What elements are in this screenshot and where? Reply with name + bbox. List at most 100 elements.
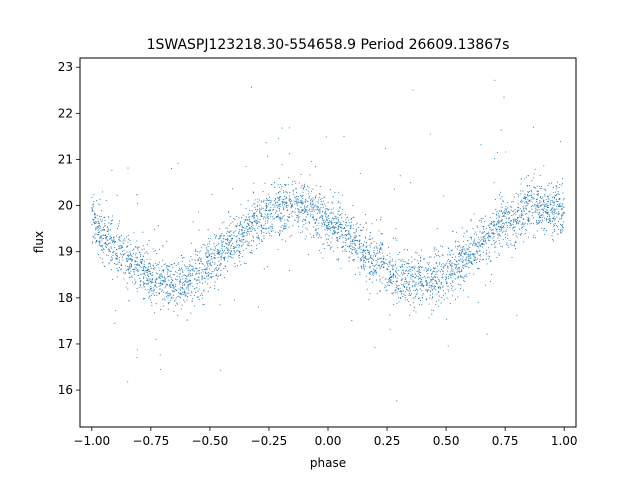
data-point bbox=[256, 237, 259, 239]
data-point bbox=[214, 258, 216, 260]
data-point bbox=[490, 222, 493, 225]
data-point bbox=[438, 278, 440, 280]
data-point bbox=[248, 241, 250, 243]
data-point bbox=[308, 221, 310, 223]
data-point bbox=[418, 269, 421, 271]
data-point bbox=[139, 266, 141, 268]
data-point bbox=[110, 246, 112, 248]
data-point bbox=[404, 296, 406, 299]
data-point bbox=[544, 205, 546, 207]
data-point bbox=[295, 182, 297, 184]
data-point bbox=[475, 261, 478, 263]
data-point bbox=[228, 255, 230, 257]
data-point bbox=[447, 254, 449, 256]
data-point bbox=[351, 241, 353, 243]
data-point bbox=[499, 210, 501, 212]
data-point bbox=[389, 314, 391, 316]
data-point bbox=[156, 273, 158, 275]
data-point bbox=[101, 191, 104, 193]
data-point bbox=[543, 204, 545, 206]
data-point bbox=[228, 243, 230, 245]
data-point bbox=[127, 238, 130, 240]
data-point bbox=[309, 199, 312, 201]
data-point bbox=[556, 205, 558, 208]
data-point bbox=[190, 294, 192, 296]
data-point bbox=[458, 268, 460, 270]
data-point bbox=[439, 271, 441, 273]
data-point bbox=[303, 218, 305, 220]
data-point bbox=[477, 236, 479, 238]
data-point bbox=[254, 229, 256, 231]
data-point bbox=[139, 252, 141, 254]
data-point bbox=[242, 243, 244, 245]
data-point bbox=[168, 293, 170, 295]
data-point bbox=[196, 272, 198, 274]
data-point bbox=[188, 292, 190, 294]
data-point bbox=[466, 265, 468, 267]
data-point bbox=[129, 254, 131, 256]
data-point bbox=[101, 238, 103, 240]
data-point bbox=[261, 226, 263, 228]
data-point bbox=[254, 221, 256, 223]
data-point bbox=[149, 263, 152, 265]
data-point bbox=[118, 239, 120, 241]
data-point bbox=[298, 199, 300, 201]
data-point bbox=[477, 226, 479, 228]
data-point bbox=[557, 211, 560, 213]
data-point bbox=[94, 212, 96, 214]
data-point bbox=[456, 248, 458, 250]
data-point bbox=[382, 258, 385, 260]
data-point bbox=[257, 306, 260, 308]
data-point bbox=[159, 288, 161, 290]
data-point bbox=[328, 235, 330, 237]
data-point bbox=[267, 218, 269, 220]
data-point bbox=[136, 194, 138, 196]
data-point bbox=[354, 235, 356, 237]
data-point bbox=[433, 248, 435, 250]
data-point bbox=[248, 233, 251, 235]
data-point bbox=[375, 263, 377, 265]
data-point bbox=[208, 274, 210, 276]
data-point bbox=[289, 203, 292, 205]
data-point bbox=[233, 218, 235, 220]
data-point bbox=[388, 278, 390, 280]
data-point bbox=[244, 232, 246, 234]
data-point bbox=[221, 253, 223, 255]
data-point bbox=[367, 259, 369, 261]
data-point bbox=[207, 271, 209, 273]
data-point bbox=[370, 271, 372, 273]
data-point bbox=[352, 216, 354, 218]
data-point bbox=[159, 277, 161, 279]
data-point bbox=[253, 220, 255, 222]
data-point bbox=[546, 202, 548, 205]
data-point bbox=[96, 200, 98, 202]
data-point bbox=[304, 200, 306, 202]
data-point bbox=[288, 199, 290, 201]
data-point bbox=[190, 275, 192, 277]
data-point bbox=[362, 255, 364, 257]
data-point bbox=[320, 236, 322, 239]
data-point bbox=[422, 276, 424, 278]
data-point bbox=[422, 297, 424, 299]
data-point bbox=[310, 160, 312, 163]
data-point bbox=[511, 201, 513, 203]
data-point bbox=[275, 193, 277, 195]
data-point bbox=[562, 203, 564, 205]
data-point bbox=[312, 235, 315, 237]
data-point bbox=[473, 233, 475, 235]
data-point bbox=[454, 272, 456, 274]
data-point bbox=[305, 235, 307, 237]
data-point bbox=[213, 252, 215, 255]
data-point bbox=[348, 237, 350, 239]
data-point bbox=[328, 225, 330, 228]
data-point bbox=[251, 245, 253, 247]
data-point bbox=[515, 232, 517, 234]
data-point bbox=[192, 221, 194, 223]
data-point bbox=[199, 294, 201, 296]
data-point bbox=[313, 206, 315, 209]
data-point bbox=[133, 273, 136, 275]
data-point bbox=[538, 212, 540, 214]
data-point bbox=[243, 235, 245, 237]
data-point bbox=[233, 248, 235, 250]
data-point bbox=[187, 285, 189, 287]
